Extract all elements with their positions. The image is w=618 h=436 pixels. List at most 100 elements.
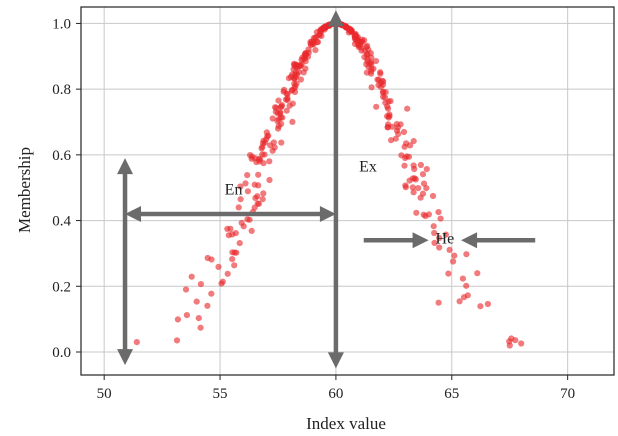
scatter-point: [278, 103, 285, 110]
scatter-point: [474, 270, 481, 277]
scatter-point: [265, 132, 272, 139]
scatter-point: [459, 275, 466, 282]
scatter-point: [435, 209, 442, 216]
scatter-point: [484, 300, 491, 308]
y-axis-label: Membership: [15, 147, 34, 233]
scatter-points: [133, 20, 525, 349]
scatter-point: [400, 128, 408, 136]
scatter-point: [255, 171, 262, 178]
y-tick-label: 0.0: [52, 345, 71, 361]
he-arrow-right: [363, 232, 429, 249]
scatter-point: [197, 324, 204, 331]
scatter-point: [251, 204, 258, 211]
scatter-point: [215, 263, 222, 270]
scatter-point: [272, 104, 279, 111]
scatter-point: [442, 231, 449, 238]
scatter-point: [435, 299, 442, 306]
scatter-point: [260, 160, 267, 167]
grid: [81, 7, 614, 375]
scatter-point: [512, 337, 519, 344]
scatter-point: [297, 76, 304, 83]
scatter-point: [260, 190, 267, 197]
annotation-label-en: En: [225, 181, 243, 198]
scatter-point: [372, 58, 380, 65]
left-vertical-arrow: [117, 158, 134, 366]
scatter-point: [410, 138, 417, 145]
scatter-point: [352, 31, 359, 38]
scatter-point: [300, 69, 307, 76]
scatter-point: [463, 251, 470, 258]
en-arrow: [125, 206, 336, 222]
scatter-point: [224, 270, 231, 277]
scatter-point: [387, 98, 394, 105]
scatter-point: [244, 216, 251, 223]
scatter-point: [393, 127, 400, 134]
scatter-point: [255, 200, 262, 207]
scatter-point: [259, 151, 266, 158]
scatter-point: [451, 252, 458, 259]
scatter-point: [271, 144, 278, 151]
scatter-point: [388, 137, 395, 144]
scatter-point: [423, 185, 430, 192]
scatter-point: [384, 124, 391, 131]
scatter-point: [445, 270, 452, 277]
scatter-point: [283, 107, 290, 114]
scatter-point: [397, 121, 404, 128]
scatter-point: [236, 240, 243, 247]
scatter-point: [260, 140, 267, 147]
arrow-head: [319, 206, 336, 222]
scatter-point: [188, 273, 195, 280]
scatter-point: [463, 282, 470, 289]
x-tick-label: 55: [213, 386, 228, 402]
arrow-head: [461, 232, 478, 249]
scatter-point: [244, 172, 251, 179]
scatter-point: [286, 102, 293, 109]
scatter-point: [231, 249, 238, 256]
arrow-head: [117, 349, 134, 366]
y-tick-label: 0.6: [52, 148, 71, 164]
scatter-point: [384, 105, 392, 112]
annotation-label-ex: Ex: [359, 158, 377, 175]
scatter-point: [270, 139, 277, 146]
scatter-point: [450, 258, 457, 265]
scatter-point: [373, 103, 380, 110]
x-axis-label: Index value: [306, 414, 386, 433]
scatter-point: [382, 89, 389, 96]
scatter-point: [413, 209, 420, 216]
scatter-point: [423, 166, 430, 173]
x-tick-label: 60: [328, 386, 343, 402]
scatter-point: [289, 118, 296, 125]
scatter-point: [312, 47, 319, 54]
scatter-point: [410, 162, 417, 169]
scatter-point: [279, 114, 286, 121]
scatter-point: [227, 225, 234, 232]
annotation-labels: Ex En He: [225, 158, 455, 247]
scatter-point: [419, 171, 427, 178]
scatter-point: [389, 123, 396, 130]
scatter-point: [193, 298, 200, 305]
scatter-point: [248, 227, 255, 234]
scatter-point: [183, 312, 190, 319]
scatter-point: [404, 105, 411, 112]
scatter-point: [307, 40, 314, 47]
arrow-head: [327, 352, 344, 369]
scatter-point: [204, 302, 211, 309]
scatter-point: [229, 256, 236, 263]
scatter-point: [347, 27, 355, 34]
scatter-point: [237, 196, 244, 203]
scatter-point: [312, 34, 319, 41]
scatter-point: [259, 196, 266, 203]
scatter-point: [280, 88, 287, 95]
scatter-point: [436, 234, 443, 242]
scatter-point: [232, 230, 239, 237]
x-tick-label: 65: [444, 386, 459, 402]
y-tick-label: 0.4: [52, 214, 71, 230]
scatter-point: [272, 108, 279, 115]
scatter-point: [361, 54, 368, 61]
scatter-point: [355, 42, 362, 49]
scatter-point: [429, 192, 437, 200]
scatter-point: [208, 256, 215, 263]
scatter-point: [291, 88, 299, 96]
